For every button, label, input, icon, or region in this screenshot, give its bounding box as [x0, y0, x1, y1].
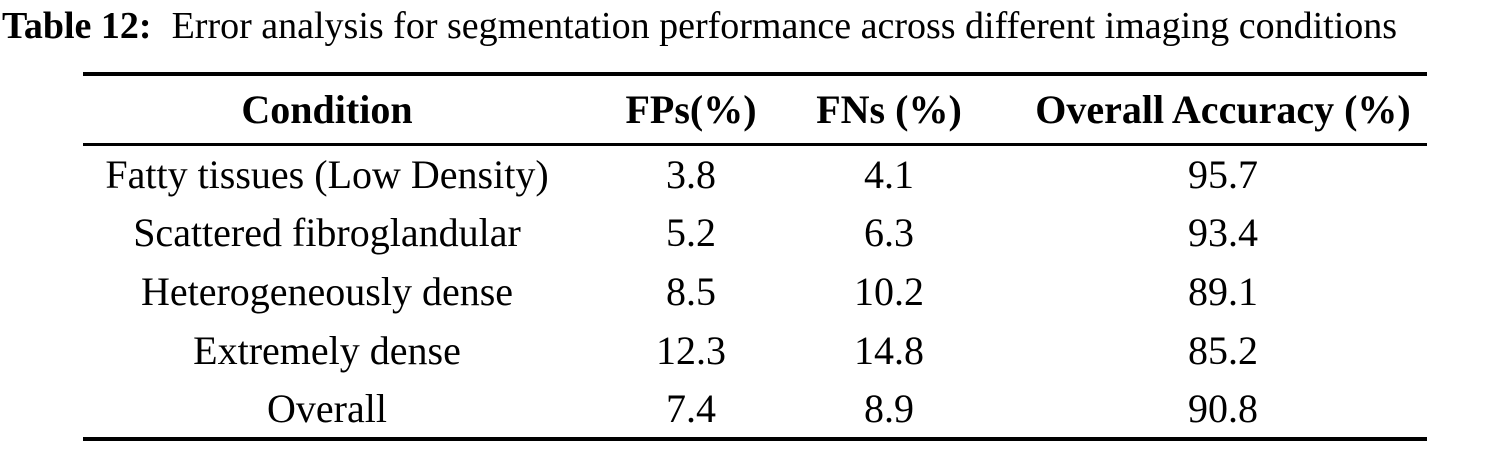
column-header-accuracy: Overall Accuracy (%) — [1035, 86, 1411, 132]
cell-fns: 4.1 — [864, 151, 914, 197]
cell-condition: Heterogeneously dense — [140, 269, 514, 314]
table-caption: Table 12: Error analysis for segmentation… — [2, 2, 1508, 50]
table-row: Scattered fibroglandular 5.2 6.3 93.4 — [83, 203, 1427, 262]
caption-text: Error analysis for segmentation performa… — [171, 5, 1398, 47]
table-row: Heterogeneously dense 8.5 10.2 89.1 — [83, 262, 1427, 321]
cell-accuracy: 90.8 — [1188, 386, 1258, 431]
table-row: Extremely dense 12.3 14.8 85.2 — [83, 321, 1427, 380]
cell-fns: 10.2 — [854, 269, 924, 314]
cell-accuracy: 95.7 — [1188, 151, 1258, 197]
cell-fps: 5.2 — [666, 210, 716, 255]
cell-fps: 8.5 — [666, 269, 716, 314]
cell-condition: Extremely dense — [193, 328, 461, 373]
cell-accuracy: 89.1 — [1188, 269, 1258, 314]
column-header-fps: FPs(%) — [625, 86, 757, 132]
caption-label: Table 12: — [2, 5, 152, 47]
cell-fps: 3.8 — [666, 151, 716, 197]
cell-fns: 14.8 — [854, 328, 924, 373]
cell-accuracy: 93.4 — [1188, 210, 1258, 255]
table-row: Overall 7.4 8.9 90.8 — [83, 380, 1427, 439]
table-row: Fatty tissues (Low Density) 3.8 4.1 95.7 — [83, 144, 1427, 203]
cell-condition: Overall — [267, 386, 387, 431]
column-header-fns: FNs (%) — [816, 86, 962, 132]
cell-accuracy: 85.2 — [1188, 328, 1258, 373]
cell-fns: 6.3 — [864, 210, 914, 255]
cell-fps: 7.4 — [666, 386, 716, 431]
cell-fns: 8.9 — [864, 386, 914, 431]
column-header-condition: Condition — [241, 86, 413, 132]
cell-condition: Scattered fibroglandular — [133, 210, 521, 255]
header-row: Condition FPs(%) FNs (%) Overall Accurac… — [83, 74, 1427, 144]
cell-condition: Fatty tissues (Low Density) — [105, 151, 549, 197]
table-body: Fatty tissues (Low Density) 3.8 4.1 95.7… — [83, 144, 1427, 439]
table-header: Condition FPs(%) FNs (%) Overall Accurac… — [83, 74, 1427, 144]
cell-fps: 12.3 — [656, 328, 726, 373]
error-analysis-table: Condition FPs(%) FNs (%) Overall Accurac… — [83, 72, 1427, 441]
